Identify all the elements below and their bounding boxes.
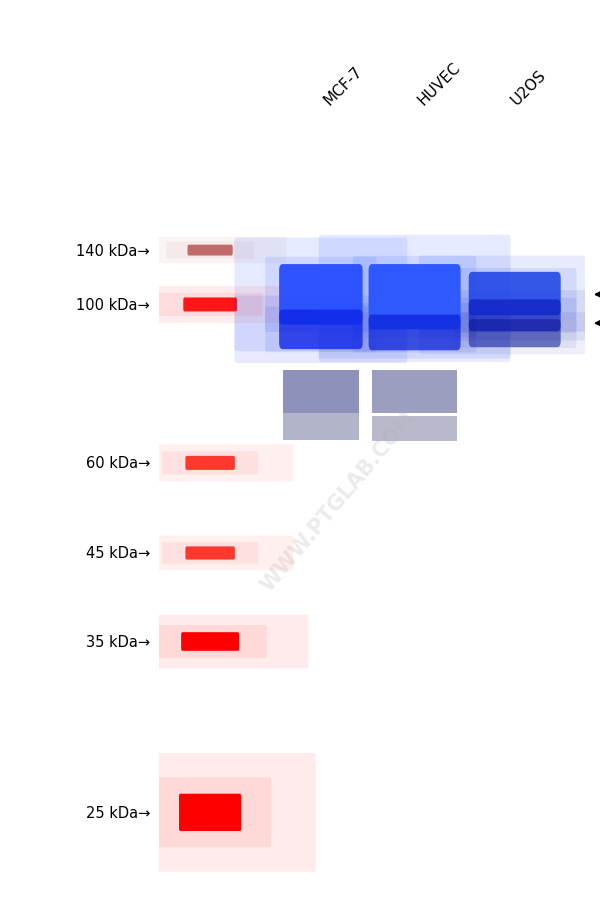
FancyBboxPatch shape (319, 304, 511, 363)
FancyBboxPatch shape (188, 245, 233, 256)
FancyBboxPatch shape (279, 310, 362, 350)
FancyBboxPatch shape (453, 299, 577, 334)
FancyBboxPatch shape (154, 625, 267, 658)
FancyBboxPatch shape (185, 547, 235, 560)
FancyBboxPatch shape (119, 287, 301, 324)
FancyBboxPatch shape (368, 315, 461, 351)
FancyBboxPatch shape (319, 235, 511, 359)
FancyBboxPatch shape (453, 269, 577, 320)
FancyBboxPatch shape (162, 542, 258, 565)
Text: 45 kDa→: 45 kDa→ (86, 546, 150, 561)
FancyBboxPatch shape (149, 778, 271, 847)
FancyBboxPatch shape (265, 257, 377, 333)
Text: 100 kDa→: 100 kDa→ (76, 298, 150, 313)
FancyBboxPatch shape (235, 238, 407, 352)
FancyBboxPatch shape (183, 299, 237, 312)
FancyBboxPatch shape (353, 256, 476, 338)
Text: HUVEC: HUVEC (415, 60, 463, 108)
Text: 35 kDa→: 35 kDa→ (86, 634, 150, 649)
Text: 60 kDa→: 60 kDa→ (86, 456, 150, 471)
FancyBboxPatch shape (179, 794, 241, 831)
FancyBboxPatch shape (104, 753, 316, 872)
FancyBboxPatch shape (453, 319, 577, 348)
FancyBboxPatch shape (469, 300, 561, 332)
Text: U2OS: U2OS (508, 68, 549, 108)
FancyBboxPatch shape (469, 320, 561, 348)
FancyBboxPatch shape (279, 265, 362, 326)
FancyBboxPatch shape (469, 272, 561, 316)
FancyBboxPatch shape (185, 456, 235, 470)
FancyBboxPatch shape (368, 265, 461, 330)
FancyBboxPatch shape (112, 615, 308, 668)
Bar (372, 371, 457, 413)
Text: WWW.PTGLAB.COM: WWW.PTGLAB.COM (257, 407, 419, 594)
FancyBboxPatch shape (419, 313, 600, 354)
FancyBboxPatch shape (419, 256, 600, 332)
Bar (283, 413, 359, 440)
FancyBboxPatch shape (265, 307, 377, 353)
Bar (372, 417, 457, 442)
FancyBboxPatch shape (353, 313, 476, 354)
FancyBboxPatch shape (158, 293, 263, 317)
Text: 25 kDa→: 25 kDa→ (86, 805, 150, 820)
Text: 140 kDa→: 140 kDa→ (76, 244, 150, 258)
FancyBboxPatch shape (127, 445, 293, 482)
FancyBboxPatch shape (162, 452, 258, 475)
FancyBboxPatch shape (419, 290, 600, 341)
FancyBboxPatch shape (127, 536, 293, 571)
Bar (283, 371, 359, 413)
FancyBboxPatch shape (235, 296, 407, 364)
FancyBboxPatch shape (181, 632, 239, 651)
Text: MCF-7: MCF-7 (321, 64, 365, 108)
